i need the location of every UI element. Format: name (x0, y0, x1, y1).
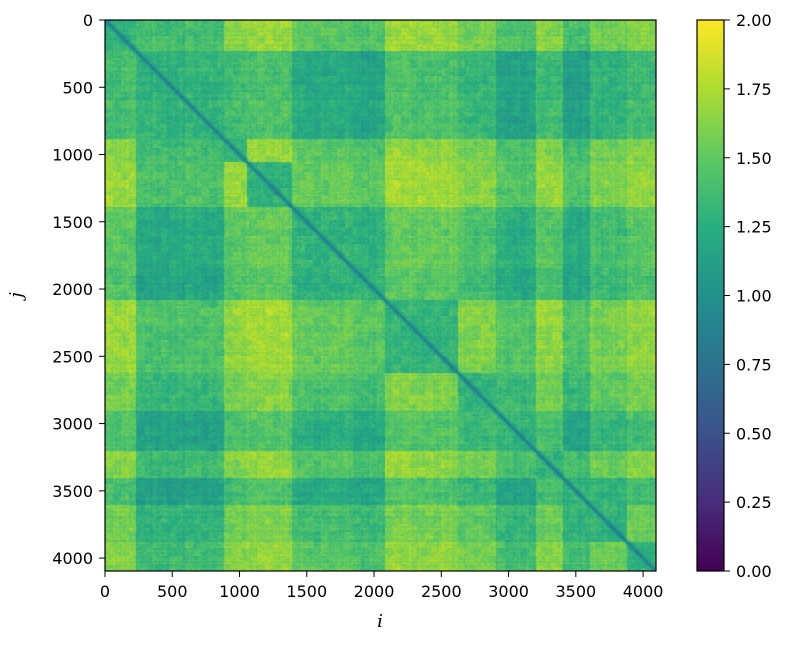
y-tick-label: 4000 (52, 549, 93, 568)
y-tick-label: 2000 (52, 280, 93, 299)
x-tick-label: 4000 (623, 582, 664, 601)
colorbar-tick-label: 1.50 (736, 149, 772, 168)
x-tick-label: 0 (100, 582, 110, 601)
x-tick-label: 500 (157, 582, 188, 601)
x-axis-label: i (377, 611, 383, 632)
colorbar-tick-label: 0.25 (736, 493, 772, 512)
colorbar-ticks: 0.00 0.25 0.50 0.75 1.00 1.25 1.50 1.75 2.00 (724, 11, 772, 581)
colorbar-tick-label: 0.00 (736, 562, 772, 581)
colorbar-tick-label: 1.75 (736, 80, 772, 99)
colorbar-tick-label: 2.00 (736, 11, 772, 30)
colorbar-gradient (697, 20, 724, 571)
colorbar: 0.00 0.25 0.50 0.75 1.00 1.25 1.50 1.75 2.00 (696, 11, 772, 581)
y-tick-label: 1500 (52, 213, 93, 232)
x-tick-label: 1000 (219, 582, 260, 601)
colorbar-tick-label: 1.25 (736, 218, 772, 237)
y-tick-label: 0 (83, 11, 93, 30)
colorbar-tick-label: 0.50 (736, 424, 772, 443)
heatmap-plot-area (104, 19, 657, 572)
x-tick-label: 3500 (555, 582, 596, 601)
y-tick-label: 3000 (52, 415, 93, 434)
heatmap-raster-container (105, 20, 656, 571)
colorbar-tick-label: 1.00 (736, 287, 772, 306)
colorbar-tick-label: 0.75 (736, 355, 772, 374)
x-tick-label: 2000 (354, 582, 395, 601)
y-axis-label: j (6, 292, 27, 302)
y-axis: 0 500 1000 1500 2000 2500 3000 3500 4000 (52, 11, 105, 568)
plot-frame (104, 19, 657, 572)
y-tick-label: 500 (62, 78, 93, 97)
x-tick-label: 3000 (488, 582, 529, 601)
y-tick-label: 3500 (52, 482, 93, 501)
y-tick-label: 2500 (52, 347, 93, 366)
heatmap-image (105, 20, 656, 571)
x-tick-label: 2500 (421, 582, 462, 601)
x-axis: 0 500 1000 1500 2000 2500 3000 3500 4000 (100, 571, 664, 601)
y-tick-label: 1000 (52, 146, 93, 165)
x-tick-label: 1500 (286, 582, 327, 601)
